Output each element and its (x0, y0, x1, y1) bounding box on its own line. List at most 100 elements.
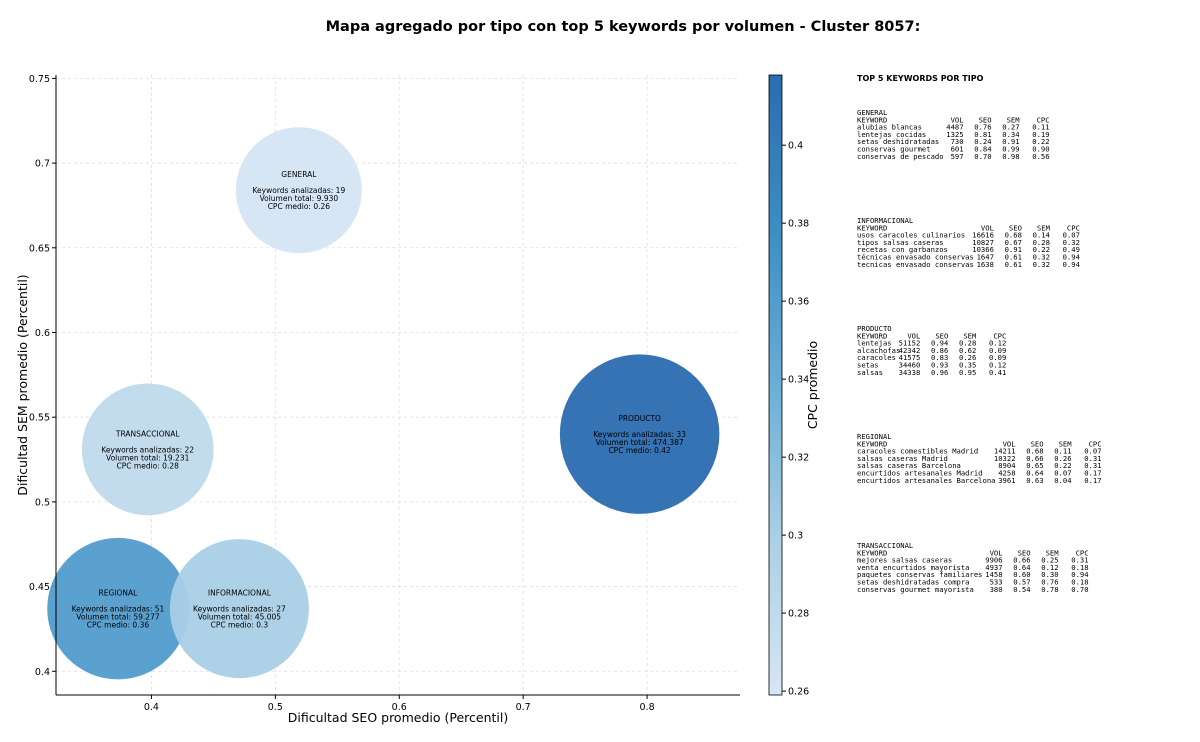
cell-value: 0.26 (1054, 454, 1071, 463)
column-header: VOL (990, 548, 1003, 557)
y-tick-label: 0.65 (29, 243, 50, 254)
annotation-label: Volumen total: (596, 438, 651, 447)
y-tick-label: 0.5 (35, 497, 50, 508)
cell-value: 0.04 (1054, 476, 1071, 485)
cell-value: 0.84 (974, 145, 991, 154)
cell-value: 0.31 (1084, 461, 1101, 470)
annotation-value: 33 (676, 430, 686, 439)
cell-value: 4487 (946, 123, 963, 132)
column-header: CPC (1067, 223, 1080, 232)
cell-value: 0.70 (1071, 585, 1088, 594)
column-header: CPC (1076, 548, 1089, 557)
bubble-annotation: CPC medio: 0.36 (87, 621, 150, 630)
cell-value: 0.28 (1033, 238, 1050, 247)
keyword: tipos salsas caseras (857, 238, 944, 247)
colorbar-tick-label: 0.3 (788, 531, 803, 542)
annotation-value: 0.28 (162, 461, 179, 470)
annotation-value: 0.36 (132, 621, 149, 630)
y-tick-label: 0.4 (35, 667, 50, 678)
group-name: PRODUCTO (857, 324, 892, 333)
bubble-annotation: CPC medio: 0.3 (211, 621, 269, 630)
annotation-value: 474.387 (653, 438, 684, 447)
cell-value: 0.11 (1032, 123, 1049, 132)
cell-value: 0.12 (989, 339, 1006, 348)
bubble-annotation: Keywords analizadas: 33 (593, 430, 686, 439)
bubble-annotation: Volumen total: 59.277 (76, 613, 160, 622)
column-header: CPC (993, 331, 1006, 340)
annotation-label: CPC medio: (268, 202, 311, 211)
bubble-annotation: CPC medio: 0.28 (117, 461, 180, 470)
cell-value: 0.24 (974, 137, 991, 146)
cell-value: 0.57 (1013, 578, 1030, 587)
cell-value: 0.22 (1032, 137, 1049, 146)
cell-value: 10827 (972, 238, 994, 247)
cell-value: 0.78 (1041, 585, 1058, 594)
cell-value: 0.19 (1032, 130, 1049, 139)
cell-value: 0.93 (931, 361, 948, 370)
cell-value: 0.68 (1005, 231, 1022, 240)
keyword: alcachofas (857, 346, 900, 355)
cell-value: 0.70 (974, 152, 991, 161)
annotation-label: CPC medio: (87, 621, 130, 630)
colorbar (768, 74, 783, 696)
keyword: mejores salsas caseras (857, 556, 952, 565)
bubble-annotation: Volumen total: 9.930 (260, 194, 339, 203)
cell-value: 9906 (985, 556, 1002, 565)
colorbar-tick-label: 0.4 (788, 141, 803, 152)
cell-value: 0.31 (1071, 556, 1088, 565)
cell-value: 0.98 (1002, 152, 1019, 161)
cell-value: 0.22 (1033, 245, 1050, 254)
column-header: SEM (1007, 115, 1021, 124)
annotation-value: 22 (185, 445, 195, 454)
cell-value: 1458 (985, 570, 1002, 579)
column-header: SEO (935, 331, 948, 340)
column-header: VOL (981, 223, 994, 232)
cell-value: 0.94 (931, 339, 948, 348)
bubble-name: REGIONAL (99, 589, 139, 598)
column-header: KEYWORD (857, 223, 887, 232)
y-tick-label: 0.45 (29, 582, 50, 593)
bubble-annotation: Keywords analizadas: 51 (72, 605, 165, 614)
group-name: INFORMACIONAL (857, 216, 913, 225)
bubble-name: PRODUCTO (618, 414, 661, 423)
cell-value: 0.07 (1054, 469, 1071, 478)
colorbar-tick-label: 0.26 (788, 687, 809, 698)
cell-value: 0.12 (1041, 563, 1058, 572)
x-tick-label: 0.6 (392, 702, 407, 713)
cell-value: 14211 (994, 447, 1016, 456)
cell-value: 4937 (985, 563, 1002, 572)
bubble (47, 537, 189, 680)
cell-value: 0.61 (1005, 260, 1022, 269)
cell-value: 0.76 (974, 123, 991, 132)
cell-value: 0.30 (1041, 570, 1058, 579)
cell-value: 0.17 (1084, 469, 1101, 478)
x-tick-label: 0.5 (268, 702, 283, 713)
cell-value: 0.07 (1084, 447, 1101, 456)
cell-value: 1325 (946, 130, 963, 139)
cell-value: 10322 (994, 454, 1016, 463)
colorbar-label: CPC promedio (805, 341, 820, 429)
bubble-annotation: Keywords analizadas: 27 (193, 605, 286, 614)
y-axis-label: Dificultad SEM promedio (Percentil) (15, 274, 30, 495)
cell-value: 0.32 (1033, 253, 1050, 262)
keyword: tecnicas envasado conservas (857, 260, 974, 269)
y-tick-label: 0.75 (29, 74, 50, 85)
cell-value: 0.99 (1002, 145, 1019, 154)
column-header: KEYWORD (857, 115, 887, 124)
cell-value: 1647 (977, 253, 994, 262)
cell-value: 0.56 (1032, 152, 1049, 161)
bubble-annotation: Volumen total: 474.387 (596, 438, 684, 447)
annotation-label: Volumen total: (76, 613, 131, 622)
column-header: SEM (1059, 439, 1073, 448)
cell-value: 0.17 (1084, 476, 1101, 485)
cell-value: 380 (990, 585, 1003, 594)
annotation-label: Volumen total: (198, 613, 253, 622)
cell-value: 0.94 (1071, 570, 1088, 579)
colorbar-tick-label: 0.28 (788, 609, 809, 620)
bubble-name: INFORMACIONAL (208, 589, 272, 598)
cell-value: 51152 (899, 339, 921, 348)
cell-value: 0.66 (1026, 454, 1043, 463)
annotation-value: 0.26 (313, 202, 330, 211)
cell-value: 10366 (972, 245, 994, 254)
cell-value: 0.14 (1033, 231, 1050, 240)
